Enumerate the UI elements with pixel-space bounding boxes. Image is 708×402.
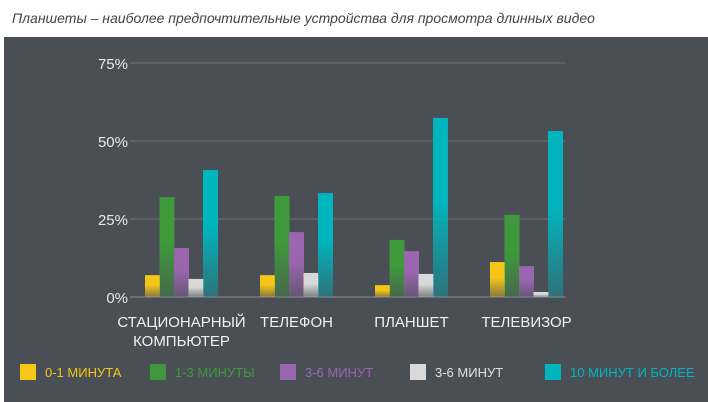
bar-0-1: [260, 275, 275, 297]
category-label: ТЕЛЕФОН: [260, 314, 333, 331]
bar-1-3: [504, 214, 520, 297]
category-label: КОМПЬЮТЕР: [133, 333, 230, 350]
bar-2-0: [174, 248, 189, 297]
bar-0-0: [145, 275, 160, 297]
bar-4-3: [548, 131, 563, 297]
y-tick-label: 75%: [98, 56, 128, 73]
legend-swatch: [410, 364, 426, 380]
bar-0-3: [490, 262, 505, 297]
category-label: СТАЦИОНАРНЫЙ: [117, 313, 245, 331]
legend-label: 1-3 МИНУТЫ: [175, 365, 255, 380]
chart-title: Планшеты – наиболее предпочтительные уст…: [12, 10, 595, 26]
bar-3-1: [303, 272, 319, 297]
y-tick-label: 25%: [98, 212, 128, 229]
bar-2-1: [289, 232, 304, 297]
y-tick-label: 0%: [106, 290, 128, 307]
bar-1-2: [389, 239, 405, 297]
legend-label: 0-1 МИНУТА: [45, 365, 122, 380]
legend-swatch: [150, 364, 166, 380]
legend-label: 3-6 МИНУТ: [435, 365, 503, 380]
bar-4-2: [433, 117, 448, 297]
bar-1-0: [159, 197, 175, 297]
category-label: ПЛАНШЕТ: [374, 314, 448, 331]
category-label: ТЕЛЕВИЗОР: [481, 314, 571, 331]
legend-swatch: [20, 364, 36, 380]
bar-2-2: [404, 251, 419, 297]
bar-3-2: [418, 273, 434, 297]
y-tick-label: 50%: [98, 134, 128, 151]
bar-3-0: [188, 278, 204, 297]
bar-1-1: [274, 195, 290, 297]
bar-4-1: [318, 193, 333, 297]
legend-label: 10 МИНУТ И БОЛЕЕ: [570, 365, 695, 380]
bar-3-3: [533, 292, 549, 297]
bar-2-3: [519, 266, 534, 297]
bar-4-0: [203, 170, 218, 297]
legend-label: 3-6 МИНУТ: [305, 365, 373, 380]
bar-0-2: [375, 285, 390, 297]
legend-swatch: [280, 364, 296, 380]
legend-swatch: [545, 364, 561, 380]
